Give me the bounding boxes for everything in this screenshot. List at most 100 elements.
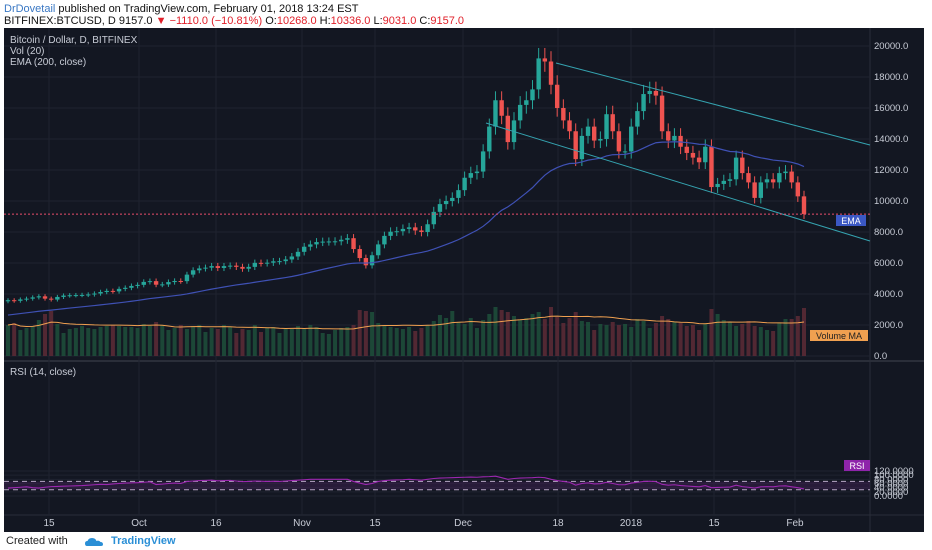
- volume-bar: [709, 309, 714, 356]
- footer: Created with TradingView: [0, 532, 932, 550]
- volume-bar: [468, 318, 473, 356]
- candle-body: [116, 288, 122, 292]
- volume-bar: [672, 322, 677, 356]
- volume-bar: [265, 328, 270, 356]
- candle-body: [727, 179, 733, 181]
- price-tick-label: 8000.0: [874, 227, 903, 238]
- chart-area[interactable]: 20000.0 18000.0 16000.0 14000.0 12000.0 10000…: [4, 28, 924, 532]
- volume-bar: [758, 327, 763, 356]
- volume-bar: [339, 328, 344, 356]
- candle-body: [24, 298, 29, 300]
- time-tick-label: 18: [552, 518, 564, 529]
- volume-bar: [746, 321, 751, 356]
- candle-body: [764, 179, 770, 183]
- volume-bar: [351, 325, 356, 356]
- candle-body: [567, 120, 572, 132]
- created-with-text: Created with: [6, 535, 68, 547]
- volume-bar: [394, 328, 399, 356]
- rsi-line: [7, 475, 805, 490]
- candle-body: [215, 266, 220, 268]
- indicator-ema: EMA (200, close): [10, 57, 86, 68]
- candle-body: [363, 258, 369, 266]
- volume-bar: [30, 326, 35, 356]
- volume-bar: [715, 314, 720, 356]
- volume-bar: [450, 311, 455, 356]
- volume-bar: [425, 325, 430, 356]
- author-link[interactable]: DrDovetail: [4, 3, 56, 15]
- volume-bar: [481, 320, 486, 356]
- volume-bar: [92, 329, 97, 356]
- volume-bar: [777, 323, 782, 356]
- volume-bar: [382, 326, 387, 356]
- rsi-label: RSI: [849, 461, 864, 471]
- chart-canvas[interactable]: 20000.0 18000.0 16000.0 14000.0 12000.0 10000…: [4, 28, 924, 532]
- volume-bar: [462, 324, 467, 356]
- candle-body: [227, 265, 233, 267]
- candle-body: [480, 151, 486, 172]
- candle-body: [783, 171, 788, 174]
- candle-body: [561, 108, 566, 121]
- volume-bar: [431, 321, 436, 356]
- time-tick-label: Nov: [293, 518, 311, 529]
- candle-body: [474, 171, 480, 174]
- candle-body: [468, 173, 473, 178]
- candle-body: [394, 231, 399, 233]
- volume-bar: [561, 323, 566, 356]
- volume-bar: [727, 322, 732, 356]
- time-tick-label: 16: [210, 518, 222, 529]
- candle-body: [98, 291, 103, 294]
- volume-bar: [802, 308, 806, 356]
- volume-bar: [795, 316, 800, 356]
- candle-body: [209, 266, 214, 268]
- candle-body: [443, 201, 449, 205]
- rsi-tick-label: 20.0000: [874, 487, 908, 498]
- candle-body: [190, 270, 196, 275]
- volume-bar: [530, 314, 535, 356]
- candle-body: [5, 300, 11, 302]
- volume-bar: [370, 312, 375, 356]
- candle-body: [277, 261, 282, 263]
- candle-body: [715, 183, 720, 188]
- open-label: O:: [265, 15, 277, 27]
- publication-header: DrDovetail published on TradingView.com,…: [0, 0, 932, 28]
- time-tick-label: Feb: [786, 518, 804, 529]
- candle-body: [733, 157, 739, 180]
- candle-body: [320, 241, 325, 243]
- volume-bar: [345, 327, 350, 356]
- volume-bar: [302, 328, 307, 356]
- volume-bar: [721, 320, 726, 356]
- price-tick-label: 0.0: [874, 351, 887, 362]
- candle-body: [419, 230, 424, 232]
- time-tick-label: 15: [708, 518, 720, 529]
- volume-bar: [764, 330, 769, 356]
- volume-bar: [283, 328, 288, 356]
- tradingview-brand[interactable]: TradingView: [111, 535, 176, 547]
- volume-bar: [734, 326, 739, 356]
- volume-bar: [598, 324, 603, 356]
- candle-body: [610, 114, 615, 132]
- volume-bar: [117, 326, 122, 356]
- candle-body: [11, 300, 17, 302]
- candle-body: [450, 197, 455, 201]
- candle-body: [153, 281, 159, 285]
- volume-bars: [6, 307, 806, 356]
- volume-bar: [357, 310, 362, 356]
- candle-body: [178, 280, 183, 282]
- volume-bar: [771, 331, 776, 356]
- volume-ma-label: Volume MA: [816, 331, 862, 341]
- chart-title: Bitcoin / Dollar, D, BITFINEX: [10, 35, 138, 46]
- candle-body: [197, 268, 202, 271]
- candle-body: [542, 58, 548, 62]
- volume-bar: [647, 328, 652, 356]
- volume-bar: [573, 312, 578, 356]
- candle-body: [258, 262, 264, 264]
- rsi-tick-label: 100.0000: [874, 470, 914, 481]
- volume-bar: [604, 325, 609, 356]
- price-tick-label: 18000.0: [874, 72, 908, 83]
- candle-body: [413, 227, 418, 231]
- candle-body: [314, 242, 319, 245]
- candle-body: [36, 296, 42, 298]
- volume-bar: [623, 324, 628, 356]
- volume-bar: [271, 327, 276, 356]
- high-value: 10336.0: [330, 15, 371, 27]
